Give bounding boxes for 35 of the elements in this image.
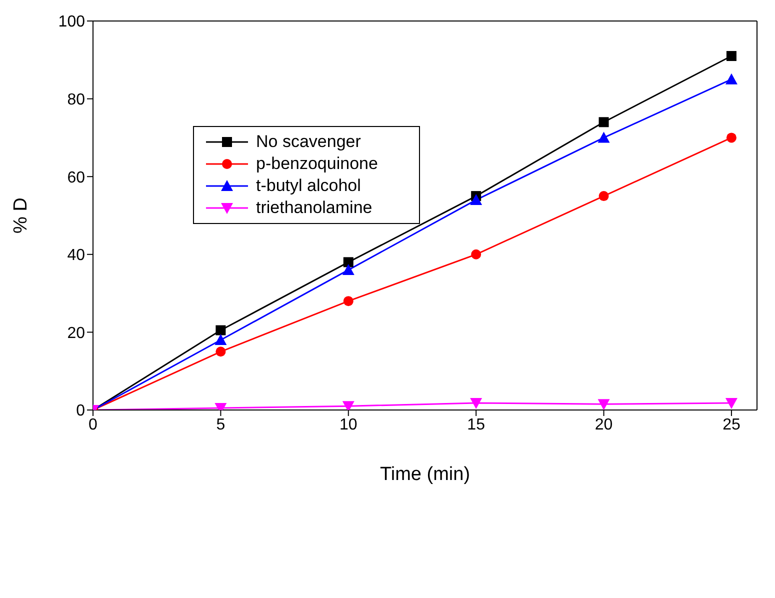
point	[470, 398, 482, 409]
point	[726, 51, 736, 62]
y-tick-label: 60	[67, 169, 86, 186]
x-tick-label: 0	[88, 416, 98, 434]
point	[598, 132, 610, 143]
point	[725, 398, 738, 409]
point	[598, 191, 609, 202]
x-tick-label: 15	[467, 416, 486, 434]
point	[470, 194, 482, 205]
y-tick-label: 20	[67, 324, 86, 342]
point	[726, 132, 736, 143]
x-tick-label: 10	[339, 416, 358, 434]
point	[216, 325, 226, 336]
point	[598, 399, 610, 410]
point	[471, 249, 482, 260]
y-tick-label: 100	[58, 14, 86, 31]
legend-label: No scavenger	[256, 132, 361, 152]
x-axis-title: Time (min)	[380, 464, 470, 485]
y-tick-label: 0	[76, 402, 86, 420]
y-axis-title: % D	[10, 198, 32, 234]
point	[342, 264, 354, 275]
legend-label: triethanolamine	[256, 198, 372, 218]
x-tick-label: 25	[722, 416, 740, 434]
legend-label: t-butyl alcohol	[256, 176, 361, 196]
point	[343, 257, 354, 268]
point	[214, 334, 227, 345]
point	[343, 296, 354, 306]
point	[598, 117, 609, 128]
point	[725, 73, 738, 84]
x-tick-label: 5	[216, 416, 226, 434]
x-tick-label: 20	[594, 416, 613, 434]
y-tick-label: 80	[67, 91, 86, 108]
legend-label: p-benzoquinone	[256, 154, 378, 174]
point	[216, 346, 226, 357]
y-tick-label: 40	[67, 247, 86, 264]
